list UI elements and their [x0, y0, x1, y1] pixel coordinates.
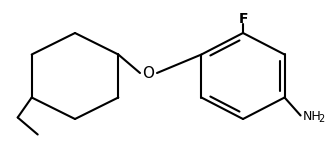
Text: NH: NH — [303, 110, 321, 123]
Text: 2: 2 — [319, 115, 325, 125]
Text: O: O — [142, 66, 154, 80]
Text: F: F — [238, 12, 248, 26]
